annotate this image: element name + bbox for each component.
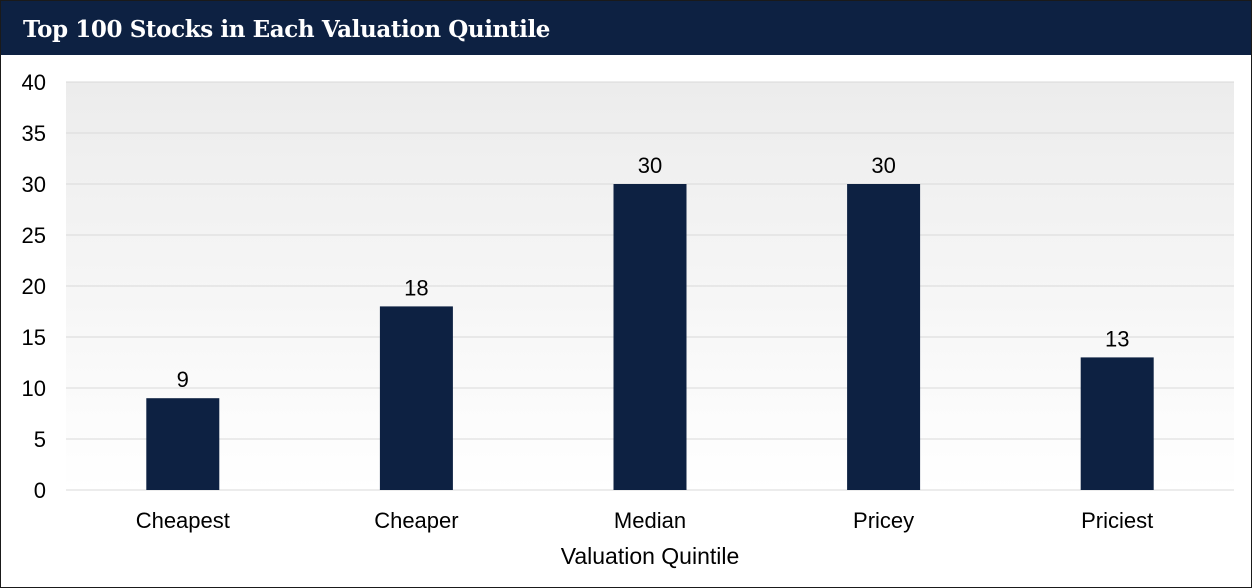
data-label: 30: [638, 153, 662, 178]
data-label: 13: [1105, 326, 1129, 351]
x-axis-title: Valuation Quintile: [561, 543, 740, 569]
bar: [146, 398, 220, 490]
bar: [379, 306, 453, 490]
bar: [1080, 357, 1154, 490]
y-tick-label: 5: [34, 427, 46, 452]
y-tick-label: 35: [22, 121, 46, 146]
y-tick-label: 30: [22, 172, 46, 197]
data-labels: 9 18 30 30 13: [177, 153, 1130, 392]
x-tick-label: Priciest: [1081, 508, 1153, 533]
y-axis: 0 5 10 15 20 25 30 35 40: [22, 70, 46, 503]
y-tick-label: 40: [22, 70, 46, 95]
title-bar: Top 100 Stocks in Each Valuation Quintil…: [1, 1, 1251, 55]
y-tick-label: 20: [22, 274, 46, 299]
data-label: 30: [871, 153, 895, 178]
x-axis: Cheapest Cheaper Median Pricey Priciest: [136, 508, 1154, 533]
y-tick-label: 15: [22, 325, 46, 350]
bars: [146, 184, 1154, 490]
x-tick-label: Pricey: [853, 508, 914, 533]
bar: [613, 184, 687, 490]
data-label: 18: [404, 275, 428, 300]
y-tick-label: 10: [22, 376, 46, 401]
x-tick-label: Cheapest: [136, 508, 230, 533]
data-label: 9: [177, 367, 189, 392]
chart-title: Top 100 Stocks in Each Valuation Quintil…: [23, 16, 551, 43]
bar: [847, 184, 921, 490]
x-tick-label: Cheaper: [374, 508, 458, 533]
x-tick-label: Median: [614, 508, 686, 533]
y-tick-label: 0: [34, 478, 46, 503]
y-tick-label: 25: [22, 223, 46, 248]
